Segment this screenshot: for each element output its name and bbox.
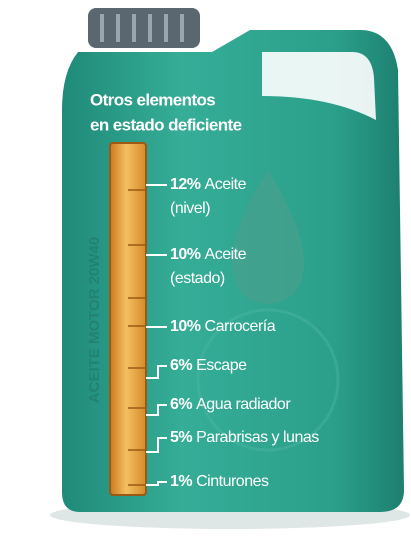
infographic: ACEITE MOTOR 20W40 Otros elementos en es… bbox=[0, 0, 411, 532]
item-percent: 12% bbox=[170, 176, 201, 193]
item-percent: 1% bbox=[170, 473, 192, 490]
item-label: Aceite bbox=[205, 176, 247, 193]
item-percent: 10% bbox=[170, 246, 201, 263]
item-label: Agua radiador bbox=[196, 396, 291, 413]
item-label: (estado) bbox=[170, 270, 225, 287]
item-label: Parabrisas y lunas bbox=[196, 429, 319, 446]
item-percent: 6% bbox=[170, 396, 192, 413]
item-label: Aceite bbox=[205, 246, 247, 263]
side-label: ACEITE MOTOR 20W40 bbox=[86, 237, 103, 403]
item-label: Escape bbox=[196, 357, 247, 374]
item-label: Cinturones bbox=[196, 473, 269, 490]
item-label: Carrocería bbox=[205, 318, 276, 335]
item-percent: 6% bbox=[170, 357, 192, 374]
title-line: Otros elementos bbox=[90, 90, 215, 109]
title-line: en estado deficiente bbox=[90, 115, 242, 134]
gauge-tube bbox=[110, 143, 146, 495]
item-percent: 5% bbox=[170, 429, 192, 446]
item-percent: 10% bbox=[170, 318, 201, 335]
item-label: (nivel) bbox=[170, 200, 210, 217]
